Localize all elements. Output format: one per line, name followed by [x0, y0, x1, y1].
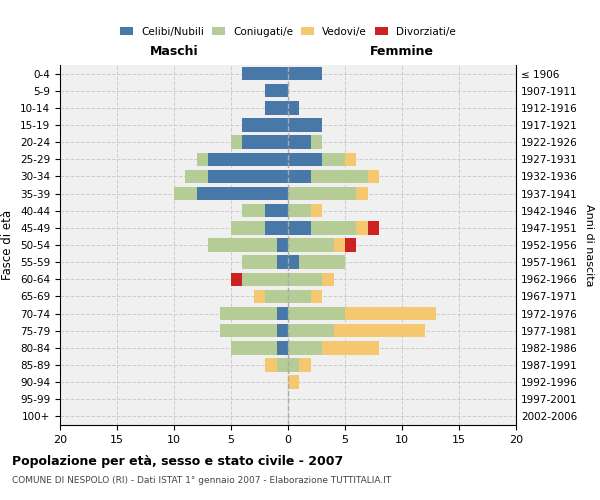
- Bar: [277, 238, 288, 252]
- Bar: [277, 307, 288, 320]
- Bar: [265, 358, 277, 372]
- Bar: [311, 290, 322, 303]
- Bar: [242, 204, 265, 218]
- Bar: [288, 341, 322, 354]
- Bar: [288, 238, 334, 252]
- Bar: [242, 272, 288, 286]
- Bar: [311, 170, 368, 183]
- Bar: [311, 136, 322, 149]
- Bar: [356, 221, 368, 234]
- Bar: [368, 170, 379, 183]
- Bar: [254, 290, 265, 303]
- Bar: [288, 187, 356, 200]
- Bar: [288, 272, 322, 286]
- Bar: [345, 152, 356, 166]
- Bar: [208, 170, 288, 183]
- Bar: [288, 256, 299, 269]
- Bar: [231, 136, 242, 149]
- Bar: [288, 376, 299, 389]
- Bar: [334, 324, 425, 338]
- Bar: [277, 324, 288, 338]
- Bar: [288, 204, 311, 218]
- Bar: [265, 290, 288, 303]
- Bar: [345, 238, 356, 252]
- Bar: [288, 118, 322, 132]
- Bar: [185, 170, 208, 183]
- Bar: [265, 204, 288, 218]
- Bar: [288, 307, 345, 320]
- Bar: [334, 238, 345, 252]
- Bar: [277, 341, 288, 354]
- Bar: [311, 204, 322, 218]
- Bar: [356, 187, 368, 200]
- Bar: [368, 221, 379, 234]
- Bar: [242, 118, 288, 132]
- Bar: [288, 221, 311, 234]
- Bar: [288, 324, 334, 338]
- Bar: [345, 307, 436, 320]
- Bar: [322, 272, 334, 286]
- Bar: [265, 101, 288, 114]
- Bar: [220, 324, 277, 338]
- Bar: [299, 256, 345, 269]
- Bar: [322, 341, 379, 354]
- Bar: [288, 358, 299, 372]
- Bar: [242, 136, 288, 149]
- Bar: [277, 358, 288, 372]
- Bar: [242, 256, 277, 269]
- Bar: [231, 221, 265, 234]
- Bar: [197, 152, 208, 166]
- Bar: [277, 256, 288, 269]
- Bar: [288, 101, 299, 114]
- Bar: [299, 358, 311, 372]
- Y-axis label: Fasce di età: Fasce di età: [1, 210, 14, 280]
- Legend: Celibi/Nubili, Coniugati/e, Vedovi/e, Divorziati/e: Celibi/Nubili, Coniugati/e, Vedovi/e, Di…: [117, 24, 459, 40]
- Bar: [231, 341, 277, 354]
- Bar: [311, 221, 356, 234]
- Text: Maschi: Maschi: [149, 45, 199, 58]
- Bar: [265, 84, 288, 98]
- Bar: [208, 238, 277, 252]
- Bar: [288, 290, 311, 303]
- Bar: [322, 152, 345, 166]
- Bar: [197, 187, 288, 200]
- Bar: [220, 307, 277, 320]
- Text: Femmine: Femmine: [370, 45, 434, 58]
- Bar: [288, 136, 311, 149]
- Text: Popolazione per età, sesso e stato civile - 2007: Popolazione per età, sesso e stato civil…: [12, 455, 343, 468]
- Bar: [288, 170, 311, 183]
- Bar: [208, 152, 288, 166]
- Bar: [288, 152, 322, 166]
- Bar: [265, 221, 288, 234]
- Bar: [242, 67, 288, 80]
- Bar: [288, 67, 322, 80]
- Bar: [231, 272, 242, 286]
- Y-axis label: Anni di nascita: Anni di nascita: [584, 204, 594, 286]
- Bar: [174, 187, 197, 200]
- Text: COMUNE DI NESPOLO (RI) - Dati ISTAT 1° gennaio 2007 - Elaborazione TUTTITALIA.IT: COMUNE DI NESPOLO (RI) - Dati ISTAT 1° g…: [12, 476, 391, 485]
